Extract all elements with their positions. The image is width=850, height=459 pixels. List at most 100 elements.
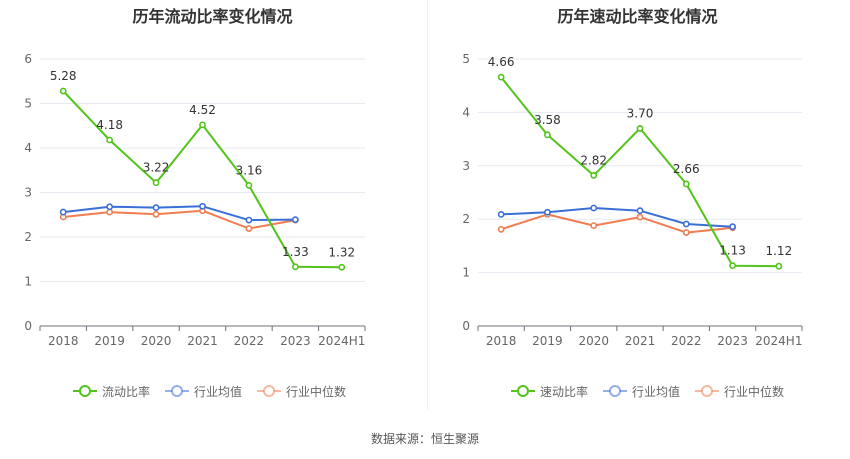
data-point (775, 262, 783, 270)
data-point (729, 262, 736, 270)
x-tick-label: 2020 (578, 334, 609, 348)
data-point (245, 181, 253, 189)
data-point (682, 180, 690, 188)
x-tick-label: 2019 (532, 334, 563, 348)
legend-item[interactable]: 速动比率 (510, 383, 588, 400)
legend-swatch-icon (165, 385, 190, 397)
legend-swatch-marker (609, 385, 622, 397)
data-point (152, 179, 160, 187)
x-tick-label: 2021 (187, 334, 218, 348)
panel-divider (427, 0, 428, 410)
data-point (590, 204, 598, 212)
data-label: 1.33 (282, 245, 309, 259)
data-label: 4.52 (189, 103, 216, 117)
data-point (291, 216, 299, 224)
data-label: 1.12 (765, 244, 792, 258)
data-point (199, 121, 206, 129)
y-tick-label: 5 (24, 97, 32, 111)
charts-canvas: 0 1 2 3 4 5 6 2018 2019 2020 2021 2022 2023 2024H1 5.2… (24, 52, 803, 348)
legend-swatch-icon (257, 385, 282, 397)
x-tick-label: 2021 (625, 334, 656, 348)
data-label: 3.70 (627, 106, 654, 120)
y-tick-label: 1 (462, 266, 470, 280)
x-tick-label: 2024H1 (755, 334, 802, 348)
y-tick-label: 4 (462, 105, 470, 119)
data-label: 1.32 (328, 245, 355, 259)
data-point (544, 208, 551, 216)
legend-item[interactable]: 行业均值 (602, 383, 680, 400)
x-tick-label: 2018 (486, 334, 517, 348)
legend-item[interactable]: 行业均值 (164, 383, 242, 400)
legend-item[interactable]: 行业中位数 (256, 383, 346, 400)
data-point (682, 229, 690, 236)
y-tick-label: 1 (24, 275, 32, 289)
chart-title-quick-ratio: 历年速动比率变化情况 (557, 7, 718, 26)
series-line (501, 207, 733, 228)
legend-item[interactable]: 流动比率 (72, 383, 150, 400)
data-source-note: 数据来源：恒生聚源 (370, 432, 479, 446)
series-line (500, 213, 733, 234)
legend-quick-ratio: 速动比率 行业均值 行业中位数 (510, 382, 798, 400)
legend-swatch-icon (511, 385, 535, 397)
series-line (63, 205, 296, 222)
data-point (590, 172, 598, 179)
data-point (106, 203, 114, 211)
data-point (729, 223, 736, 231)
legend-swatch-marker (701, 385, 714, 397)
data-point (497, 210, 505, 218)
data-point (152, 204, 160, 212)
data-label: 3.22 (143, 161, 170, 175)
data-point (636, 207, 644, 215)
data-label: 5.28 (50, 69, 77, 83)
data-label: 4.18 (96, 118, 123, 132)
legend-swatch-icon (695, 385, 720, 397)
data-point (106, 208, 114, 216)
data-point (590, 222, 598, 230)
legend-swatch-icon (603, 385, 628, 397)
data-point (497, 225, 505, 233)
series-line (63, 209, 296, 230)
data-label: 2.82 (580, 153, 607, 167)
y-tick-label: 6 (24, 52, 32, 66)
y-tick-label: 4 (24, 141, 32, 155)
x-tick-label: 2024H1 (318, 334, 365, 348)
legend-item[interactable]: 行业中位数 (694, 383, 784, 400)
data-point (106, 136, 114, 144)
data-label: 3.58 (534, 113, 561, 127)
legend-label: 行业中位数 (724, 384, 785, 399)
legend-label: 行业均值 (632, 384, 681, 399)
legend-swatch-marker (79, 385, 91, 397)
data-point (152, 210, 160, 218)
data-label: 1.13 (719, 244, 746, 258)
legend-label: 流动比率 (102, 384, 151, 399)
data-point (245, 225, 253, 232)
data-label: 4.66 (488, 55, 515, 69)
y-tick-label: 3 (462, 159, 470, 173)
legend-swatch-icon (73, 385, 97, 397)
data-point (682, 220, 690, 228)
data-point (497, 73, 505, 81)
legend-label: 速动比率 (540, 384, 589, 399)
chart-title-current-ratio: 历年流动比率变化情况 (132, 7, 293, 26)
y-tick-label: 5 (462, 52, 470, 66)
y-tick-label: 0 (24, 319, 32, 333)
legend-label: 行业均值 (194, 384, 243, 399)
data-point (636, 213, 644, 221)
data-point (59, 208, 67, 216)
data-point (245, 216, 253, 224)
data-point (199, 202, 206, 210)
legend-current-ratio: 流动比率 行业均值 行业中位数 (72, 382, 360, 400)
legend-label: 行业中位数 (286, 384, 347, 399)
legend-swatch-marker (517, 385, 529, 397)
x-tick-label: 2019 (94, 334, 125, 348)
data-point (291, 263, 299, 271)
x-tick-label: 2022 (234, 334, 265, 348)
y-tick-label: 3 (24, 186, 32, 200)
data-point (338, 263, 346, 271)
data-label: 3.16 (236, 163, 263, 177)
legend-swatch-marker (263, 385, 276, 397)
data-label: 2.66 (673, 162, 700, 176)
data-point (544, 131, 551, 139)
x-tick-label: 2023 (717, 334, 748, 348)
x-tick-label: 2018 (48, 334, 79, 348)
